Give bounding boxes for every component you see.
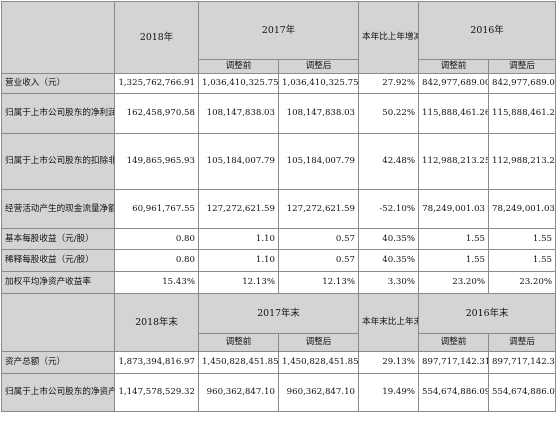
value-2018: 0.80 <box>114 249 199 272</box>
subheader-2017-before: 调整前 <box>198 333 279 352</box>
value-2017-before: 1.10 <box>198 249 279 272</box>
value-2017-before: 1,036,410,325.75 <box>198 73 279 94</box>
subheader-2016-before: 调整前 <box>418 59 490 74</box>
value-2016-before: 897,717,142.31 <box>418 351 490 374</box>
header-2018-end: 2018年末 <box>114 293 199 352</box>
row-label: 资产总额（元） <box>1 351 115 374</box>
value-2016-after: 842,977,689.00 <box>488 73 556 94</box>
value-2016-before: 23.20% <box>418 271 490 294</box>
value-2017-after: 960,362,847.10 <box>277 373 360 412</box>
value-change: 19.49% <box>358 373 420 412</box>
value-2017-after: 1,036,410,325.75 <box>277 73 360 94</box>
header-change: 本年比上年增减 <box>358 1 420 74</box>
header-change-end: 本年末比上年末增减 <box>358 293 420 352</box>
value-2016-after: 1.55 <box>488 228 556 250</box>
table-row-roe: 加权平均净资产收益率 15.43% 12.13% 12.13% 3.30% 23… <box>1 271 556 294</box>
value-change: 50.22% <box>358 93 420 134</box>
value-2017-before: 1.10 <box>198 228 279 250</box>
subheader-2017-before: 调整前 <box>198 59 279 74</box>
table-row-total-assets: 资产总额（元） 1,873,394,816.97 1,450,828,451.8… <box>1 351 556 374</box>
row-label: 归属于上市公司股东的扣除非经常性损益的净利润（元） <box>1 133 115 190</box>
value-2016-before: 842,977,689.00 <box>418 73 490 94</box>
row-label: 加权平均净资产收益率 <box>1 271 115 294</box>
value-2017-after: 105,184,007.79 <box>277 133 360 190</box>
value-2017-before: 127,272,621.59 <box>198 189 279 229</box>
financial-summary-table: 2018年 2017年 本年比上年增减 2016年 调整前 调整后 调整前 调整… <box>1 1 556 412</box>
value-2018: 1,873,394,816.97 <box>114 351 199 374</box>
header-2017-end: 2017年末 <box>197 293 360 334</box>
subheader-2016-after: 调整后 <box>488 59 556 74</box>
value-2018: 149,865,965.93 <box>114 133 199 190</box>
value-2016-before: 115,888,461.26 <box>418 93 490 134</box>
subheader-row-year-end: 调整前 调整后 调整前 调整后 <box>2 333 556 352</box>
value-change: 3.30% <box>358 271 420 294</box>
subheader-2016-after: 调整后 <box>488 333 556 352</box>
value-2018: 162,458,970.58 <box>114 93 199 134</box>
table-row-operating-cash-flow: 经营活动产生的现金流量净额（元） 60,961,767.55 127,272,6… <box>1 189 556 229</box>
value-2017-after: 12.13% <box>277 271 360 294</box>
value-2016-after: 115,888,461.26 <box>488 93 556 134</box>
header-2017: 2017年 <box>197 1 360 60</box>
value-2017-before: 108,147,838.03 <box>198 93 279 134</box>
subheader-2017-after: 调整后 <box>277 333 360 352</box>
table-row-diluted-eps: 稀释每股收益（元/股） 0.80 1.10 0.57 40.35% 1.55 1… <box>1 249 556 272</box>
value-2016-before: 1.55 <box>418 249 490 272</box>
value-change: 40.35% <box>358 249 420 272</box>
value-2016-after: 78,249,001.03 <box>488 189 556 229</box>
value-2017-before: 105,184,007.79 <box>198 133 279 190</box>
value-2017-after: 0.57 <box>277 228 360 250</box>
value-change: 29.13% <box>358 351 420 374</box>
row-label: 归属于上市公司股东的净资产（元） <box>1 373 115 412</box>
value-2016-after: 23.20% <box>488 271 556 294</box>
value-change: -52.10% <box>358 189 420 229</box>
value-2016-before: 112,988,213.25 <box>418 133 490 190</box>
value-change: 42.48% <box>358 133 420 190</box>
value-2017-before: 960,362,847.10 <box>198 373 279 412</box>
header-2016-end: 2016年末 <box>418 293 556 334</box>
header-2016: 2016年 <box>418 1 556 60</box>
value-change: 40.35% <box>358 228 420 250</box>
value-change: 27.92% <box>358 73 420 94</box>
value-2016-after: 1.55 <box>488 249 556 272</box>
value-2018: 15.43% <box>114 271 199 294</box>
value-2017-before: 12.13% <box>198 271 279 294</box>
value-2018: 1,147,578,529.32 <box>114 373 199 412</box>
row-label: 经营活动产生的现金流量净额（元） <box>1 189 115 229</box>
subheader-2017-after: 调整后 <box>277 59 360 74</box>
value-2017-before: 1,450,828,451.85 <box>198 351 279 374</box>
header-row-year-end: 2018年末 2017年末 本年末比上年末增减 2016年末 <box>1 293 556 352</box>
value-2016-before: 1.55 <box>418 228 490 250</box>
value-2017-after: 127,272,621.59 <box>277 189 360 229</box>
value-2016-before: 78,249,001.03 <box>418 189 490 229</box>
row-label: 基本每股收益（元/股） <box>1 228 115 250</box>
value-2016-after: 554,674,886.09 <box>488 373 556 412</box>
row-label: 稀释每股收益（元/股） <box>1 249 115 272</box>
value-2017-after: 0.57 <box>277 249 360 272</box>
value-2017-after: 108,147,838.03 <box>277 93 360 134</box>
value-2016-before: 554,674,886.09 <box>418 373 490 412</box>
subheader-2016-before: 调整前 <box>418 333 490 352</box>
header-blank-cell <box>1 293 115 352</box>
value-2018: 60,961,767.55 <box>114 189 199 229</box>
header-2018: 2018年 <box>114 1 199 74</box>
table-row-revenue: 营业收入（元） 1,325,762,766.91 1,036,410,325.7… <box>1 73 556 94</box>
value-2016-after: 112,988,213.25 <box>488 133 556 190</box>
table-row-net-assets: 归属于上市公司股东的净资产（元） 1,147,578,529.32 960,36… <box>1 373 556 412</box>
table-row-net-profit-deducted: 归属于上市公司股东的扣除非经常性损益的净利润（元） 149,865,965.93… <box>1 133 556 190</box>
table-row-basic-eps: 基本每股收益（元/股） 0.80 1.10 0.57 40.35% 1.55 1… <box>1 228 556 250</box>
value-2016-after: 897,717,142.31 <box>488 351 556 374</box>
header-row: 2018年 2017年 本年比上年增减 2016年 <box>1 1 556 74</box>
value-2018: 0.80 <box>114 228 199 250</box>
value-2018: 1,325,762,766.91 <box>114 73 199 94</box>
value-2017-after: 1,450,828,451.85 <box>277 351 360 374</box>
table-row-net-profit: 归属于上市公司股东的净利润（元） 162,458,970.58 108,147,… <box>1 93 556 134</box>
row-label: 归属于上市公司股东的净利润（元） <box>1 93 115 134</box>
header-blank-cell <box>1 1 115 74</box>
row-label: 营业收入（元） <box>1 73 115 94</box>
